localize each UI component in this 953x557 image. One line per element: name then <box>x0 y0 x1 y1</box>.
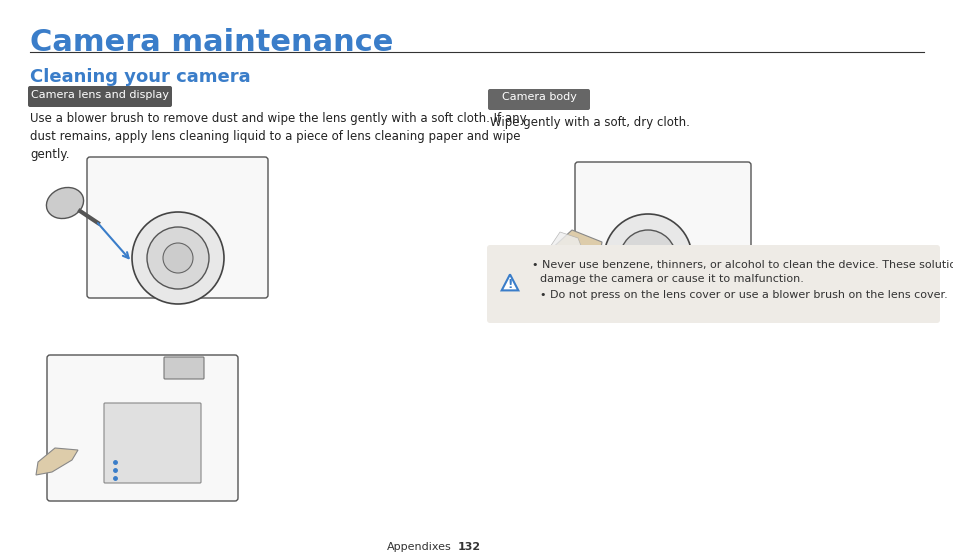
Text: 132: 132 <box>457 542 480 552</box>
Circle shape <box>163 243 193 273</box>
FancyBboxPatch shape <box>47 355 237 501</box>
Circle shape <box>619 230 676 286</box>
Polygon shape <box>543 232 587 286</box>
FancyBboxPatch shape <box>104 403 201 483</box>
FancyBboxPatch shape <box>28 86 172 107</box>
Polygon shape <box>36 448 78 475</box>
Polygon shape <box>501 275 517 290</box>
FancyBboxPatch shape <box>152 236 216 270</box>
Text: Appendixes: Appendixes <box>387 542 452 552</box>
Circle shape <box>132 212 224 304</box>
FancyBboxPatch shape <box>486 245 939 323</box>
Text: Camera lens and display: Camera lens and display <box>30 90 169 100</box>
Text: Camera maintenance: Camera maintenance <box>30 28 393 57</box>
Polygon shape <box>541 230 601 285</box>
Circle shape <box>603 214 691 302</box>
Ellipse shape <box>47 188 84 218</box>
FancyBboxPatch shape <box>87 157 268 298</box>
FancyBboxPatch shape <box>164 357 204 379</box>
Text: !: ! <box>507 278 512 291</box>
FancyBboxPatch shape <box>616 240 678 272</box>
Text: Camera body: Camera body <box>501 92 576 102</box>
Text: • Do not press on the lens cover or use a blower brush on the lens cover.: • Do not press on the lens cover or use … <box>539 290 946 300</box>
FancyBboxPatch shape <box>575 162 750 298</box>
Text: Wipe gently with a soft, dry cloth.: Wipe gently with a soft, dry cloth. <box>490 116 689 129</box>
Text: damage the camera or cause it to malfunction.: damage the camera or cause it to malfunc… <box>539 274 803 284</box>
Polygon shape <box>541 285 574 318</box>
Text: Use a blower brush to remove dust and wipe the lens gently with a soft cloth. If: Use a blower brush to remove dust and wi… <box>30 112 526 161</box>
Circle shape <box>147 227 209 289</box>
FancyBboxPatch shape <box>488 89 589 110</box>
Text: • Never use benzene, thinners, or alcohol to clean the device. These solutions c: • Never use benzene, thinners, or alcoho… <box>532 260 953 270</box>
Text: Cleaning your camera: Cleaning your camera <box>30 68 251 86</box>
